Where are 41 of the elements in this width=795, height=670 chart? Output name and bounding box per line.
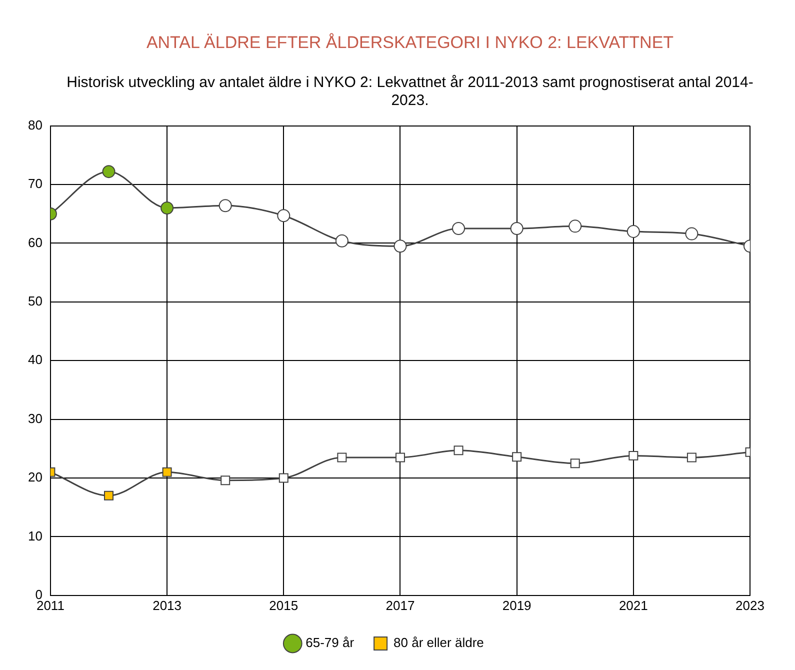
x-tick-label: 2013	[152, 598, 182, 613]
y-tick-label: 80	[28, 117, 42, 132]
legend-label: 80 år eller äldre	[394, 635, 484, 650]
chart-title: ANTAL ÄLDRE EFTER ÅLDERSKATEGORI I NYKO 2: LEKVATTNET	[145, 33, 675, 53]
y-tick-label: 40	[28, 352, 42, 368]
legend-label: 65-79 år	[306, 635, 355, 650]
point	[512, 452, 522, 462]
point	[510, 222, 524, 236]
point	[686, 452, 696, 462]
y-tick-label: 60	[28, 234, 42, 250]
point	[454, 446, 464, 456]
point	[218, 199, 232, 212]
y-tick-label: 30	[28, 410, 42, 426]
point	[685, 227, 698, 240]
y-tick-label: 20	[28, 470, 42, 485]
point	[628, 450, 638, 460]
point	[337, 452, 347, 462]
point	[626, 224, 640, 238]
point	[394, 240, 407, 253]
point	[570, 458, 580, 468]
chart-subtitle: Historisk utveckling av antalet äldre i NYKO 2: Lekvattnet år 2011-2013 samt prognostiserat antal 2014-2023.	[66, 74, 754, 110]
point	[568, 220, 582, 233]
point	[160, 201, 174, 214]
y-tick-label: 50	[28, 293, 42, 308]
x-tick-label: 2021	[618, 598, 648, 613]
point	[452, 222, 466, 236]
y-tick-label: 70	[28, 176, 42, 192]
x-tick-label: 2015	[269, 598, 298, 613]
x-tick-label: 2019	[502, 598, 532, 613]
point	[220, 476, 230, 486]
point	[335, 234, 348, 248]
y-tick-label: 10	[28, 528, 42, 544]
y-tick-label: 0	[35, 586, 42, 602]
x-tick-label: 2023	[736, 598, 764, 613]
point	[102, 165, 116, 178]
point	[395, 452, 405, 462]
x-tick-label: 2017	[386, 598, 415, 613]
point	[104, 490, 114, 500]
point	[278, 473, 288, 483]
point	[162, 467, 172, 477]
point	[277, 209, 290, 222]
